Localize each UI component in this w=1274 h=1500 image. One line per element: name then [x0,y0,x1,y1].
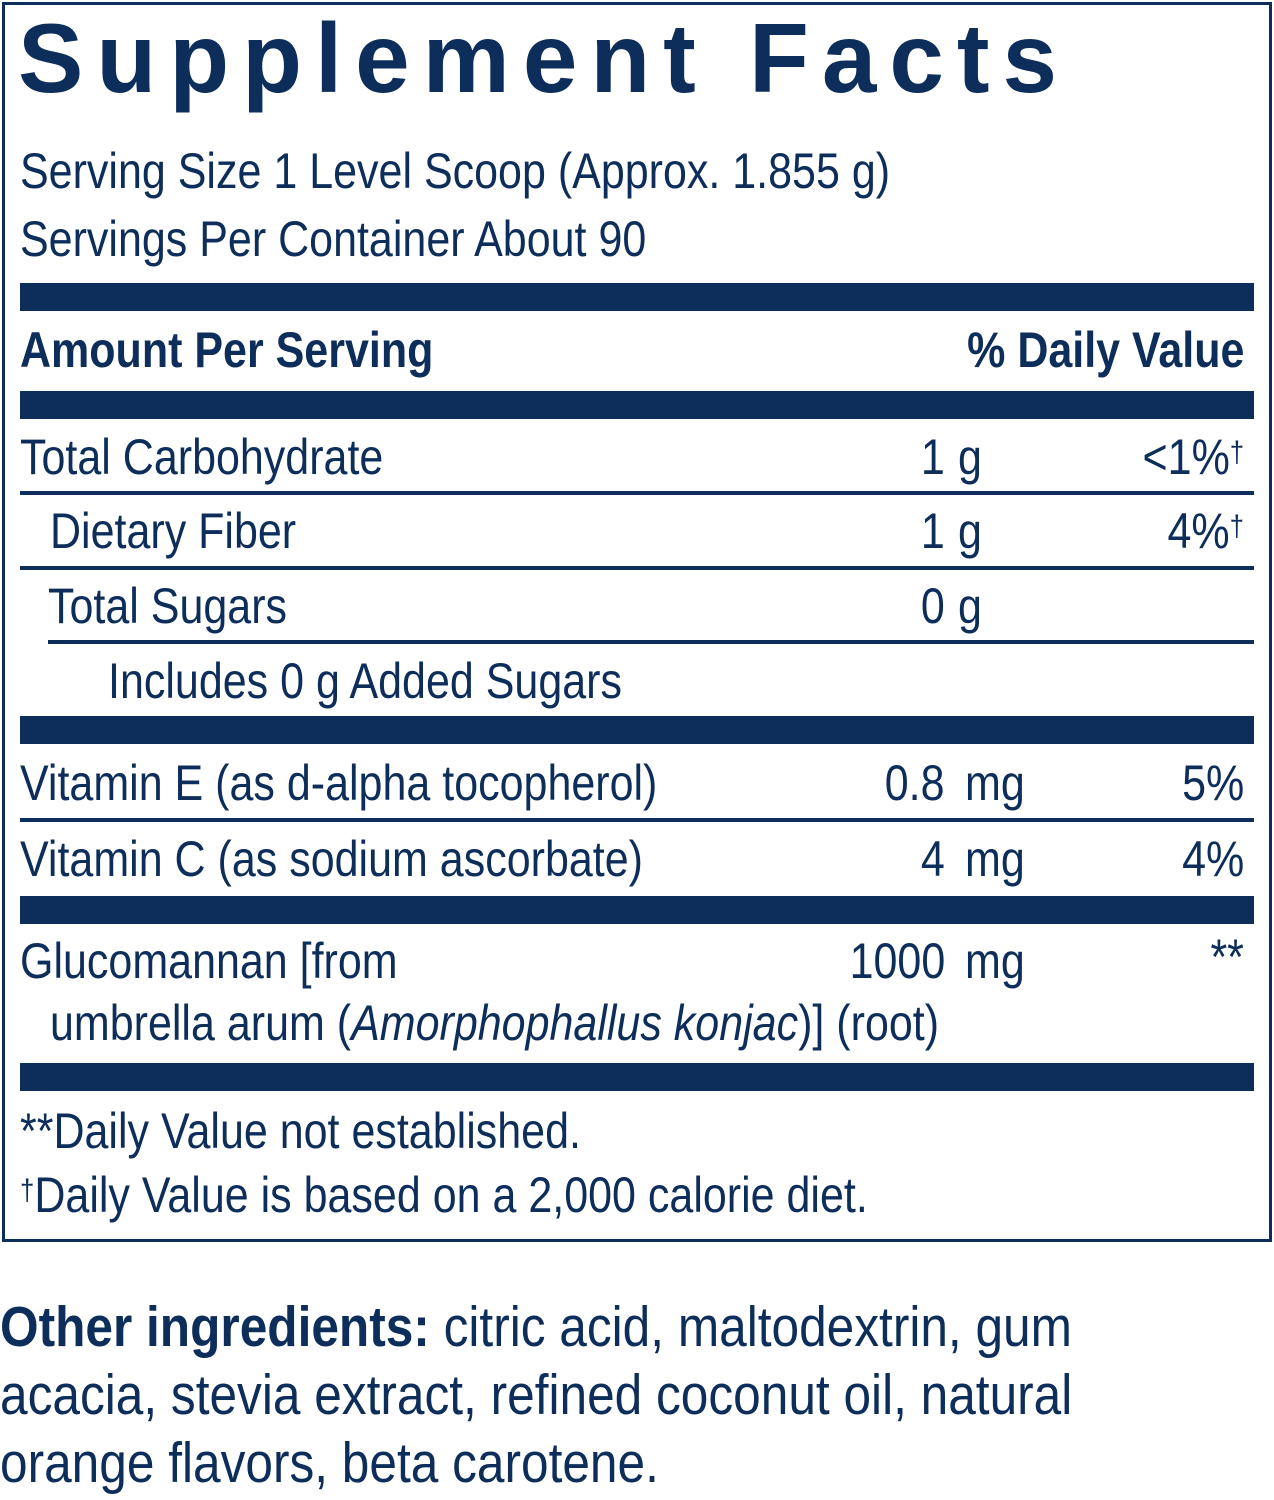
nutrient-unit: mg [965,755,1025,811]
row-divider [20,566,1254,570]
nutrient-name: Includes 0 g Added Sugars [108,653,622,709]
nutrient-unit: g [958,429,982,485]
divider-bar [20,1063,1254,1091]
supplement-facts-panel [2,2,1272,1242]
divider-bar [20,283,1254,311]
nutrient-qty: 1 [921,429,945,485]
serving-size: Serving Size 1 Level Scoop (Approx. 1.85… [20,143,891,199]
row-divider [48,640,1254,644]
footnote-dv-not-established: **Daily Value not established. [20,1103,581,1159]
row-divider [20,491,1254,495]
servings-per-container: Servings Per Container About 90 [20,211,647,267]
nutrient-qty: 1000 [849,933,945,989]
divider-bar [20,716,1254,744]
other-ingredients-label: Other ingredients: [0,1295,430,1359]
nutrient-qty: 1 [921,503,945,559]
nutrient-dv: 5% [1181,755,1244,811]
nutrient-unit: mg [965,831,1025,887]
panel-title: Supplement Facts [18,3,1071,113]
nutrient-name: Vitamin E (as d-alpha tocopherol) [20,755,658,811]
nutrient-unit: g [958,503,982,559]
nutrient-name: Dietary Fiber [50,503,297,559]
nutrient-unit: mg [965,933,1025,989]
nutrient-dv: 4% [1181,831,1244,887]
divider-bar [20,391,1254,419]
nutrient-name: Vitamin C (as sodium ascorbate) [20,831,643,887]
divider-bar [20,896,1254,924]
other-ingredients-line: acacia, stevia extract, refined coconut … [0,1363,1073,1427]
footnote-calorie-diet: †Daily Value is based on a 2,000 calorie… [20,1167,868,1223]
nutrient-qty: 0.8 [885,755,945,811]
nutrient-name: Total Carbohydrate [20,429,384,485]
nutrient-dv: <1%† [1142,429,1244,485]
nutrient-name-continued: umbrella arum (Amorphophallus konjac)] (… [50,995,940,1051]
nutrient-qty: 4 [921,831,945,887]
nutrient-qty: 0 [921,578,945,634]
row-divider [20,818,1254,822]
daily-value-header: % Daily Value [966,322,1244,378]
other-ingredients-line: Other ingredients: citric acid, maltodex… [0,1295,1072,1359]
nutrient-name: Total Sugars [48,578,288,634]
nutrient-dv: ** [1210,929,1244,985]
nutrient-name: Glucomannan [from [20,933,398,989]
nutrient-unit: g [958,578,982,634]
amount-per-serving-header: Amount Per Serving [20,322,434,378]
nutrient-dv: 4%† [1167,503,1244,559]
other-ingredients-line: orange flavors, beta carotene. [0,1431,659,1495]
